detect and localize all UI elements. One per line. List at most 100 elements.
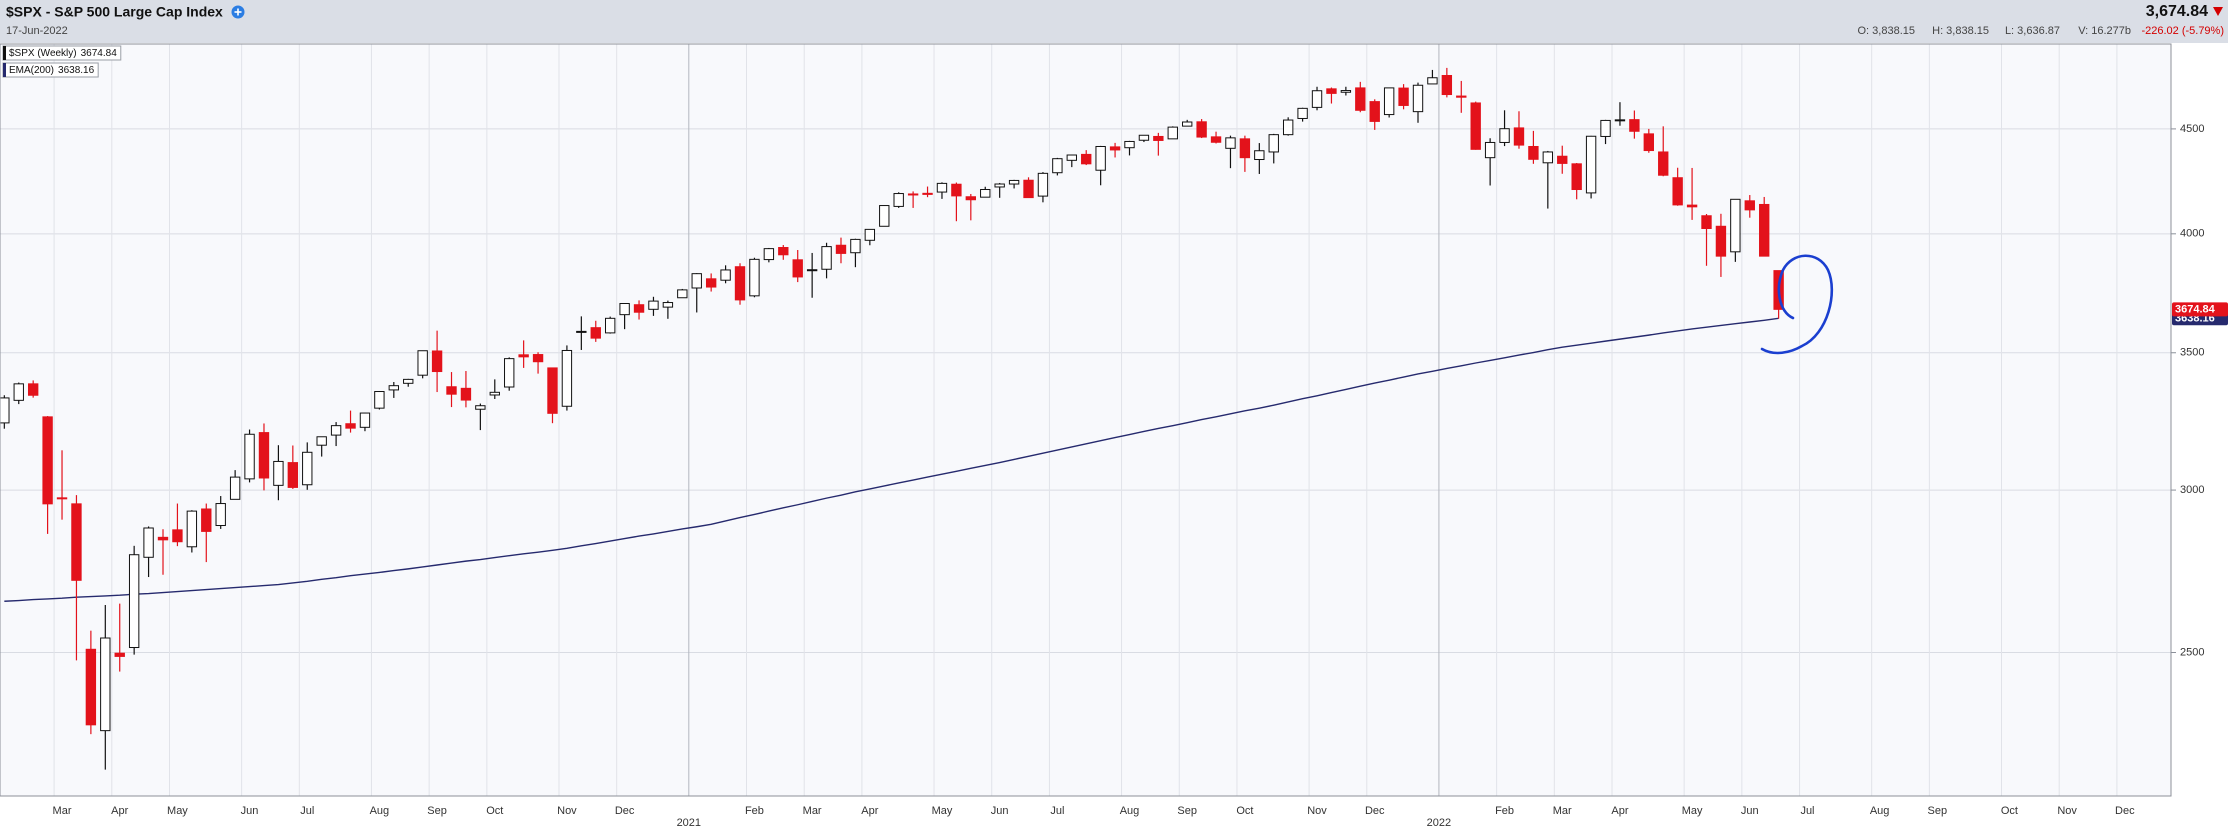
x-tick-label: Nov: [2057, 805, 2077, 817]
candle-body: [604, 317, 616, 334]
candle-body: [56, 497, 68, 500]
high-price: H: 3,838.15: [1932, 25, 1989, 37]
candle-body: [431, 350, 443, 373]
x-tick-label: Nov: [1307, 805, 1327, 817]
candle-body: [576, 330, 587, 333]
x-tick-label: Apr: [861, 805, 878, 817]
candle-body: [1499, 128, 1510, 143]
candle-body: [1254, 150, 1265, 161]
candle-body: [1701, 215, 1712, 229]
candle-body: [1124, 140, 1135, 149]
candle-body: [100, 637, 111, 732]
candle-body: [302, 451, 313, 486]
candle-body: [1268, 134, 1279, 153]
candle-body: [1369, 101, 1380, 122]
candle-body: [590, 327, 601, 339]
candle-body: [1585, 135, 1597, 194]
candle-body: [1398, 87, 1409, 106]
candle-body: [1138, 134, 1150, 141]
x-tick-label: Mar: [803, 805, 822, 817]
x-tick-label: Dec: [1365, 805, 1385, 817]
x-tick-label: Mar: [1553, 805, 1572, 817]
candle-body: [547, 367, 558, 414]
x-tick-label: Jun: [991, 805, 1009, 817]
candle-body: [1686, 204, 1698, 208]
candle-body: [172, 529, 183, 543]
candle-body: [806, 269, 818, 272]
candle-body: [330, 425, 342, 436]
x-tick-label: Feb: [1495, 805, 1514, 817]
plot-border: [0, 43, 2172, 797]
candle-body: [1066, 154, 1077, 161]
candle-body: [403, 378, 414, 384]
price-change: -226.02 (-5.79%): [2141, 25, 2224, 37]
chart-date: 17-Jun-2022: [6, 25, 68, 37]
candle-body: [1629, 119, 1640, 132]
candle-body: [619, 303, 630, 316]
x-tick-label: Jul: [1800, 805, 1814, 817]
candle-body: [186, 510, 198, 548]
candle-body: [85, 648, 97, 726]
candle-body: [374, 391, 385, 409]
x-tick-label: Aug: [370, 805, 390, 817]
header-bar: [0, 0, 2228, 43]
candle-body: [215, 503, 226, 527]
x-tick-label: Feb: [745, 805, 764, 817]
candle-body: [42, 416, 53, 505]
candle-body: [287, 462, 299, 488]
candle-body: [229, 476, 241, 500]
candle-body: [114, 652, 125, 657]
candle-body: [864, 228, 876, 241]
candle-body: [850, 238, 861, 254]
candle-body: [273, 460, 284, 486]
candle-body: [128, 554, 140, 649]
legend-swatch: [3, 63, 6, 77]
candle-body: [201, 508, 212, 532]
legend-name: $SPX (Weekly): [9, 48, 77, 59]
y-tick-label: 3000: [2180, 484, 2204, 496]
legend-swatch: [3, 46, 6, 60]
candle-body: [951, 183, 962, 197]
y-tick-label: 4000: [2180, 228, 2204, 240]
candle-body: [1095, 145, 1106, 171]
x-tick-label: Oct: [1236, 805, 1253, 817]
y-tick-label: 4500: [2180, 123, 2204, 135]
candle-body: [1441, 75, 1453, 96]
candle-body: [1008, 179, 1020, 185]
candle-body: [1167, 126, 1178, 140]
candle-body: [1456, 95, 1467, 98]
candle-body: [518, 354, 529, 358]
x-tick-label: Dec: [615, 805, 635, 817]
grid: [0, 44, 2171, 796]
candle-body: [1282, 119, 1294, 136]
candle-body: [0, 397, 10, 424]
candle-body: [1355, 87, 1366, 111]
candle-body: [662, 302, 674, 308]
candle-body: [720, 269, 731, 281]
x-tick-label: Jul: [300, 805, 314, 817]
x-tick-label: Jul: [1050, 805, 1064, 817]
candle-body: [561, 349, 573, 407]
candle-body: [734, 266, 746, 301]
candle-body: [417, 350, 428, 376]
candle-body: [1542, 151, 1554, 164]
candle-body: [258, 432, 270, 479]
candle-body: [1109, 146, 1121, 151]
y-tick-label: 3500: [2180, 347, 2204, 359]
axes: 2500 3000 3500 4000 4500 Mar Apr May Jun Jul Aug Se…: [53, 123, 2205, 829]
candle-body: [1528, 145, 1539, 160]
candle-body: [13, 383, 24, 401]
candle-body: [1715, 225, 1727, 257]
candle-body: [1196, 121, 1207, 138]
year-label: 2022: [1427, 817, 1451, 828]
x-tick-label: Jun: [1741, 805, 1759, 817]
x-tick-label: Aug: [1120, 805, 1140, 817]
candle-body: [1470, 102, 1481, 150]
down-arrow: [2213, 7, 2223, 16]
candle-body: [633, 304, 645, 313]
add-button[interactable]: [231, 5, 245, 19]
candle-body: [994, 183, 1005, 188]
candle-body: [1037, 172, 1049, 197]
candle-body: [1383, 87, 1395, 116]
